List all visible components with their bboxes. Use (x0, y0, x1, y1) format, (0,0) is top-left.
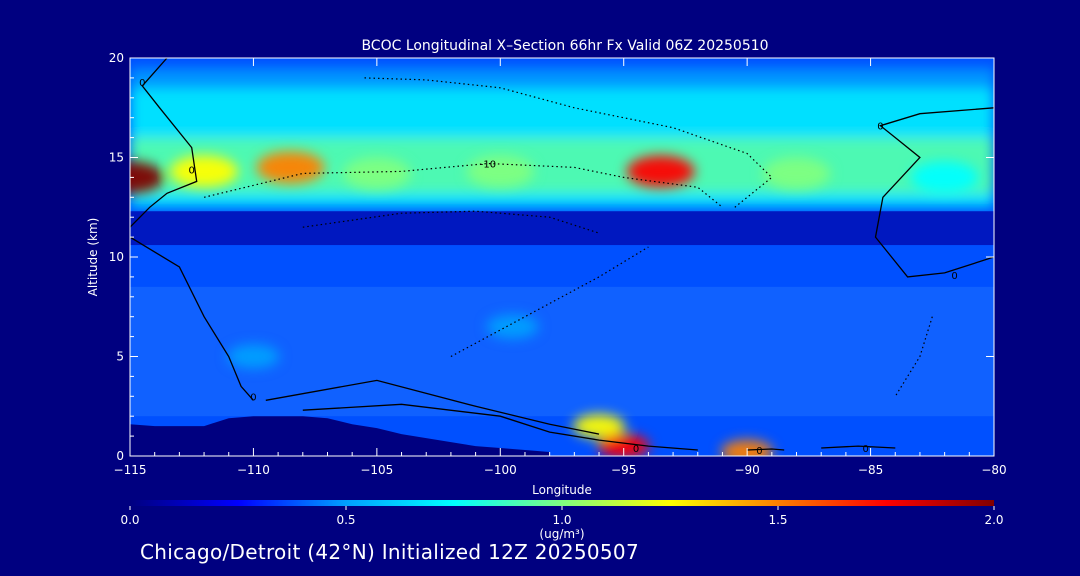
contour-dotted-1 (203, 162, 723, 208)
feature-blob-6 (762, 157, 831, 190)
field-features (130, 151, 979, 456)
y-tick-label-2: 10 (109, 250, 124, 264)
feature-blob-11 (597, 434, 650, 456)
contour-label-6: 0 (756, 446, 762, 457)
x-tick-label-6: −85 (858, 463, 883, 477)
contour-solid-2 (874, 107, 994, 278)
field-dark-stratum (130, 211, 994, 246)
field-upper-band (130, 67, 994, 208)
contour-label-3: 0 (877, 122, 883, 133)
contour-label-2: -10 (480, 159, 496, 170)
feature-blob-5 (626, 155, 695, 188)
contour-label-7: 0 (862, 444, 868, 455)
x-tick-label-7: −80 (981, 463, 1006, 477)
colorbar-tick-label-2: 1.0 (552, 513, 571, 527)
colorbar-bar (130, 500, 994, 506)
contour-solid-0 (130, 58, 198, 228)
feature-blob-4 (466, 155, 535, 188)
contour-label-0: 0 (139, 78, 145, 89)
contour-solid-3 (302, 403, 698, 451)
contour-label-5: 0 (633, 444, 639, 455)
feature-blob-1 (170, 155, 239, 188)
contour-solid-5 (747, 448, 785, 451)
feature-blob-7 (910, 161, 979, 194)
chart-title: BCOC Longitudinal X–Section 66hr Fx Vali… (361, 38, 768, 54)
y-tick-label-4: 20 (109, 51, 124, 65)
contour-solid-4 (265, 379, 600, 435)
contour-label-1: 0 (189, 165, 195, 176)
footer-caption: Chicago/Detroit (42°N) Initialized 12Z 2… (140, 540, 639, 564)
feature-blob-0 (130, 161, 164, 194)
y-tick-label-1: 5 (116, 350, 124, 364)
x-tick-label-5: −90 (734, 463, 759, 477)
x-tick-label-2: −105 (360, 463, 393, 477)
x-tick-label-4: −95 (611, 463, 636, 477)
feature-blob-9 (227, 344, 280, 369)
feature-blob-2 (256, 151, 325, 184)
y-axis-label: Altitude (km) (86, 218, 100, 297)
terrain (130, 416, 550, 456)
contour-label-8: 0 (250, 392, 256, 403)
heatmap-field: 0 0 -10 0 0 0 0 0 0 (130, 58, 994, 457)
colorbar: 0.0 0.5 1.0 1.5 2.0 (120, 500, 1004, 527)
contour-solid-6 (821, 445, 896, 449)
y-tick-label-3: 15 (109, 151, 124, 165)
colorbar-tick-label-1: 0.5 (336, 513, 355, 527)
feature-blob-8 (486, 314, 539, 339)
x-tick-label-1: −110 (237, 463, 270, 477)
colorbar-tick-label-3: 1.5 (768, 513, 787, 527)
colorbar-tick-label-4: 2.0 (984, 513, 1003, 527)
contour-label-4: 0 (951, 271, 957, 282)
colorbar-units: (ug/m³) (539, 527, 584, 541)
contour-solid-1 (130, 236, 254, 401)
contour-dotted-3 (450, 246, 649, 358)
x-tick-label-0: −115 (114, 463, 147, 477)
feature-blob-3 (342, 157, 411, 190)
x-tick-label-3: −100 (484, 463, 517, 477)
axes: −115 −110 −105 −100 −95 −90 −85 −80 0 5 10 15 20 (109, 51, 1007, 477)
colorbar-tick-label-0: 0.0 (120, 513, 139, 527)
x-axis-label: Longitude (532, 483, 592, 497)
contour-dotted-4 (894, 316, 933, 397)
y-tick-label-0: 0 (116, 449, 124, 463)
